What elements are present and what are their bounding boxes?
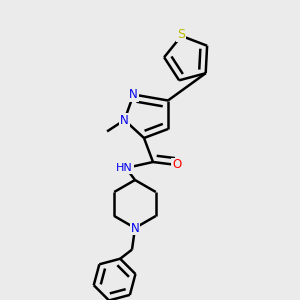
Text: O: O: [172, 158, 182, 172]
Text: N: N: [129, 88, 138, 101]
Text: HN: HN: [116, 163, 133, 173]
Text: N: N: [120, 113, 129, 127]
Text: N: N: [130, 221, 140, 235]
Text: S: S: [177, 28, 185, 41]
